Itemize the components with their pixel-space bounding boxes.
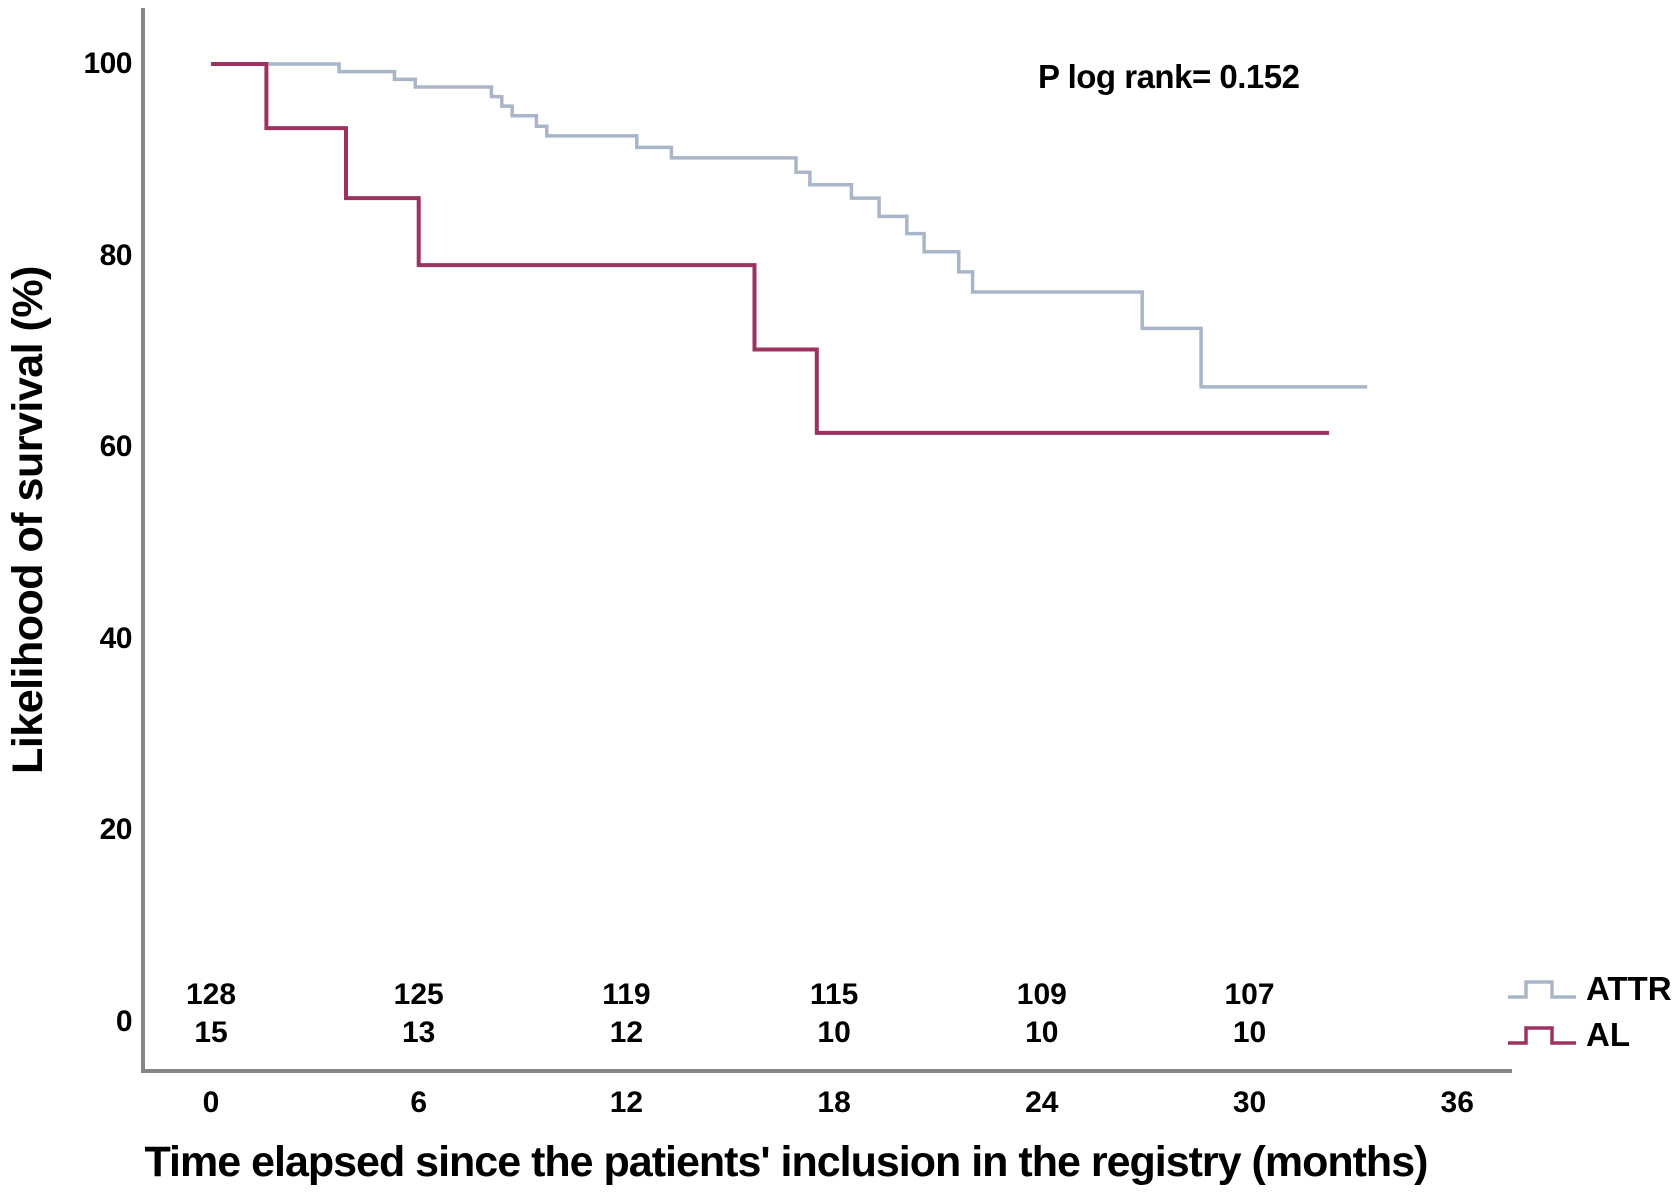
x-tick-6: 6: [410, 1086, 428, 1119]
at-risk-attr-m18: 115: [809, 978, 859, 1011]
at-risk-al-m0: 15: [194, 1016, 228, 1049]
y-tick-0: 0: [115, 1005, 133, 1038]
p-value-annotation: P log rank= 0.152: [1038, 58, 1300, 95]
y-tick-40: 40: [99, 621, 133, 655]
x-tick-24: 24: [1025, 1086, 1059, 1119]
x-axis-title: Time elapsed since the patients' inclusi…: [144, 1138, 1429, 1186]
x-tick-30: 30: [1232, 1086, 1267, 1119]
at-risk-al-m30: 10: [1232, 1016, 1267, 1049]
at-risk-attr-m30: 107: [1224, 978, 1275, 1011]
al-step-line-icon: [1508, 1026, 1576, 1045]
x-tick-18: 18: [817, 1086, 851, 1119]
legend-item-al: AL: [1506, 1012, 1672, 1058]
legend-item-attr: ATTR: [1506, 966, 1672, 1012]
y-tick-60: 60: [99, 430, 133, 464]
legend-label-attr: ATTR: [1586, 970, 1672, 1007]
at-risk-attr-m6: 125: [393, 978, 444, 1011]
attr-step-line-icon: [1508, 980, 1576, 999]
y-tick-80: 80: [99, 238, 133, 272]
at-risk-attr-m0: 128: [185, 978, 237, 1011]
at-risk-attr-m24: 109: [1016, 978, 1067, 1011]
x-tick-0: 0: [202, 1086, 220, 1119]
survival-curve-attr: [211, 62, 1368, 389]
survival-curves: [211, 62, 1368, 435]
at-risk-attr-m12: 119: [602, 978, 651, 1011]
x-tick-36: 36: [1440, 1086, 1474, 1119]
survival-curve-al: [211, 62, 1330, 435]
y-axis-title: Likelihood of survival (%): [4, 266, 52, 774]
at-risk-al-m18: 10: [817, 1016, 851, 1049]
x-tick-12: 12: [609, 1086, 644, 1119]
at-risk-al-m24: 10: [1025, 1016, 1059, 1049]
legend-label-al: AL: [1586, 1016, 1630, 1053]
y-tick-20: 20: [99, 813, 133, 847]
y-tick-100: 100: [83, 47, 132, 80]
at-risk-al-m12: 12: [609, 1016, 644, 1049]
axes: [141, 8, 1512, 1073]
legend: ATTR AL: [1506, 966, 1672, 1058]
at-risk-al-m6: 13: [402, 1016, 436, 1049]
